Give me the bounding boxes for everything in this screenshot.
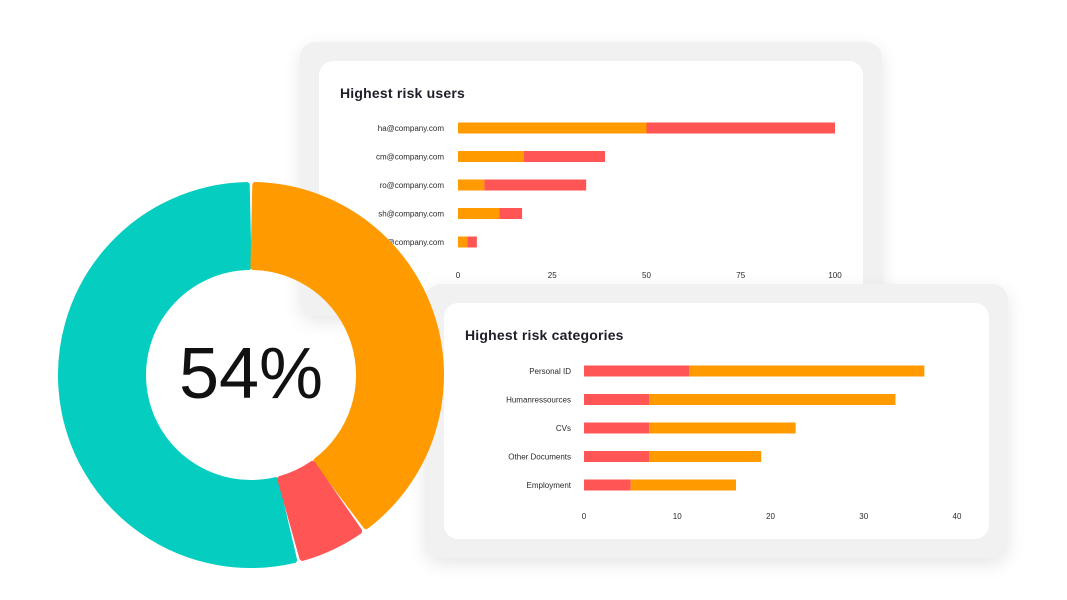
categories-category-label: CVs <box>556 424 571 433</box>
categories-bar-segment-1 <box>584 365 690 377</box>
highest-risk-categories-chart: Personal ID Humanressources CVs Other Docum… <box>506 365 962 521</box>
highest-risk-users-title: Highest risk users <box>340 85 465 101</box>
categories-bar-segment-1 <box>584 394 650 405</box>
categories-x-tick-label: 30 <box>859 512 868 521</box>
categories-bar-segment-2 <box>649 394 896 405</box>
categories-bar-segment-2 <box>689 365 925 377</box>
users-bar-segment-1 <box>458 236 468 248</box>
users-x-tick-label: 25 <box>548 271 557 280</box>
highest-risk-users-card: Highest risk users ha@company.com cm@comp… <box>300 42 882 316</box>
categories-category-label: Humanressources <box>506 396 571 405</box>
highest-risk-users-panel: Highest risk users ha@company.com cm@comp… <box>319 61 863 297</box>
categories-category-label: Employment <box>527 481 572 490</box>
categories-bar-segment-1 <box>584 422 650 434</box>
categories-category-label: Personal ID <box>529 367 571 376</box>
donut-slice-2 <box>250 182 444 530</box>
highest-risk-categories-title: Highest risk categories <box>465 327 624 343</box>
users-category-label: sh@company.com <box>378 210 444 219</box>
users-x-tick-label: 100 <box>828 271 842 280</box>
donut-slice-1 <box>58 182 298 568</box>
users-bar-segment-1 <box>458 151 524 162</box>
users-bar-segment-1 <box>458 208 500 219</box>
categories-bar-segment-2 <box>630 479 736 491</box>
risk-donut-chart: 54% <box>58 182 444 568</box>
users-bar-segment-2 <box>499 208 523 219</box>
categories-x-tick-label: 0 <box>582 512 587 521</box>
users-category-label: ro@company.com <box>380 181 445 190</box>
categories-x-tick-label: 20 <box>766 512 775 521</box>
users-x-tick-label: 75 <box>736 271 745 280</box>
categories-x-tick-label: 10 <box>673 512 682 521</box>
categories-category-label: Other Documents <box>508 453 571 462</box>
highest-risk-categories-card: Highest risk categories Personal ID Human… <box>425 284 1008 558</box>
users-category-label: cm@company.com <box>376 153 444 162</box>
categories-x-tick-label: 40 <box>953 512 962 521</box>
categories-bar-segment-2 <box>649 451 762 462</box>
highest-risk-users-chart: ha@company.com cm@company.com ro@company.c… <box>376 122 842 280</box>
users-category-label: ha@company.com <box>378 124 445 133</box>
users-bar-segment-1 <box>458 122 647 134</box>
users-category-label: …@company.com <box>379 238 445 247</box>
highest-risk-categories-panel: Highest risk categories Personal ID Human… <box>444 303 989 539</box>
users-x-tick-label: 0 <box>456 271 461 280</box>
categories-bar-segment-2 <box>649 422 796 434</box>
categories-bar-segment-1 <box>584 451 650 462</box>
users-bar-segment-2 <box>484 179 587 191</box>
users-x-tick-label: 50 <box>642 271 651 280</box>
users-bar-segment-2 <box>467 236 477 248</box>
users-bar-segment-2 <box>646 122 835 134</box>
categories-bar-segment-1 <box>584 479 631 491</box>
users-bar-segment-1 <box>458 179 485 191</box>
users-bar-segment-2 <box>523 151 606 162</box>
donut-center-label: 54% <box>179 334 323 414</box>
donut-slice-3 <box>277 460 363 561</box>
